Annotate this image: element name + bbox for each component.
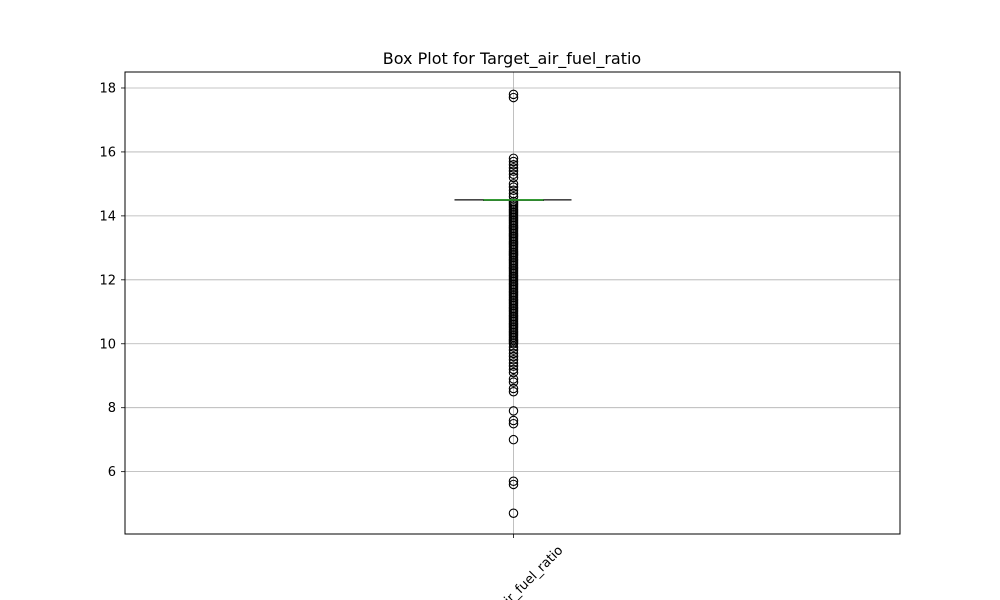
outlier-point xyxy=(508,188,519,199)
outlier-point xyxy=(508,351,519,362)
outlier-point xyxy=(508,191,519,202)
outlier-point xyxy=(508,182,519,192)
outlier-point xyxy=(508,374,519,384)
outlier-point xyxy=(508,342,519,352)
outlier-point xyxy=(508,361,519,371)
y-tick-label: 8 xyxy=(108,401,116,416)
y-tick-label: 10 xyxy=(99,337,116,352)
x-tick-label: Target_air_fuel_ratio xyxy=(462,543,566,600)
plot-frame xyxy=(124,71,901,535)
outlier-point xyxy=(508,355,519,365)
chart-title: Box Plot for Target_air_fuel_ratio xyxy=(383,49,641,69)
y-tick-label: 12 xyxy=(99,273,116,288)
outlier-point xyxy=(508,434,519,445)
outlier-point xyxy=(508,383,519,394)
outlier-point xyxy=(508,159,519,170)
outlier-point xyxy=(508,89,519,100)
y-tick-label: 18 xyxy=(99,81,116,96)
outlier-point xyxy=(508,479,519,490)
outlier-point xyxy=(508,179,519,189)
y-tick-label: 16 xyxy=(99,145,116,160)
outlier-point xyxy=(508,508,519,518)
outlier-point xyxy=(508,339,519,349)
outlier-point xyxy=(508,418,519,429)
outlier-point xyxy=(508,476,519,486)
outlier-point xyxy=(508,348,519,359)
outlier-point xyxy=(508,153,519,164)
x-axis: Target_air_fuel_ratio xyxy=(462,534,566,600)
outlier-point xyxy=(508,364,519,375)
outlier-point xyxy=(508,377,519,387)
y-tick-label: 14 xyxy=(99,209,116,224)
outlier-point xyxy=(508,415,519,426)
outlier-point xyxy=(508,163,519,173)
outlier-point xyxy=(508,358,519,368)
outlier-point xyxy=(508,92,519,103)
outlier-point xyxy=(508,185,519,196)
y-axis: 6 8 10 12 14 16 18 xyxy=(99,81,125,480)
outlier-point xyxy=(508,172,519,183)
y-tick-label: 6 xyxy=(108,465,116,480)
outlier-point xyxy=(508,156,519,167)
outlier-point xyxy=(508,406,519,416)
outlier-point xyxy=(508,169,519,180)
outlier-point xyxy=(508,345,519,355)
outlier-point xyxy=(508,386,519,397)
box-plot-series xyxy=(454,89,572,518)
outlier-point xyxy=(508,367,519,378)
grid-lines xyxy=(125,72,900,534)
outlier-point xyxy=(508,166,519,176)
